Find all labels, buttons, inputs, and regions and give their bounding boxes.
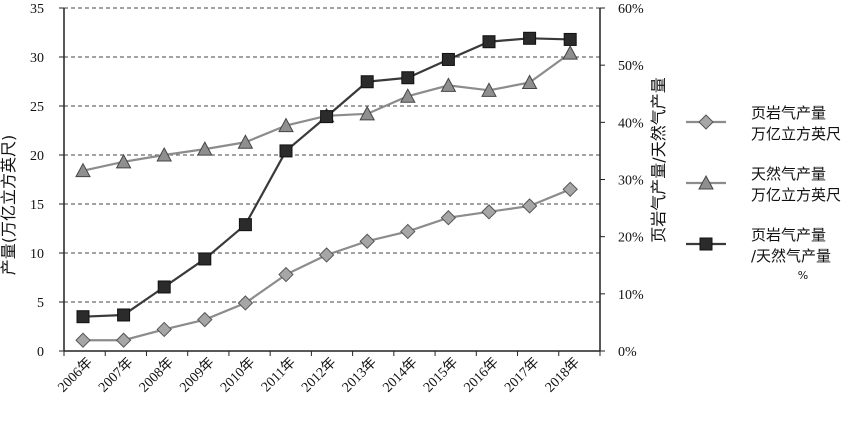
left-tick-label: 15	[30, 198, 44, 213]
x-tick-label: 2013年	[339, 355, 380, 396]
square-marker	[238, 218, 252, 232]
x-tick-label: 2007年	[95, 355, 136, 396]
legend-label: /天然气产量	[751, 247, 831, 265]
triangle-marker	[196, 141, 213, 156]
diamond-marker	[156, 321, 172, 338]
diamond-marker	[440, 210, 457, 226]
right-tick-label: 10%	[618, 288, 644, 303]
square-marker	[441, 52, 455, 66]
right-tick-label: 60%	[618, 2, 644, 17]
diamond-marker	[359, 233, 375, 249]
diamond-marker	[521, 198, 538, 214]
legend-label: %	[798, 269, 808, 282]
diamond-marker	[115, 332, 132, 348]
diamond-marker	[278, 266, 294, 283]
triangle-marker	[698, 174, 714, 190]
square-marker	[563, 32, 577, 46]
left-axis-ticks: 0 5 10 15 20 25 30 35	[30, 2, 64, 360]
right-tick-label: 30%	[618, 174, 644, 189]
diamond-marker	[237, 295, 254, 311]
diamond-marker	[481, 204, 497, 220]
diamond-marker	[400, 223, 416, 240]
legend-label: 万亿立方英尺	[751, 186, 841, 204]
left-axis-title: 产量(万亿立方英尺)	[0, 135, 18, 276]
x-tick-label: 2017年	[501, 355, 542, 396]
triangle-marker	[237, 134, 254, 149]
triangle-marker	[115, 153, 132, 169]
diamond-marker	[562, 181, 578, 198]
right-tick-label: 20%	[618, 231, 644, 246]
series-line	[82, 37, 571, 318]
x-tick-label: 2015年	[420, 355, 461, 396]
x-tick-label: 2006年	[55, 355, 96, 396]
triangle-marker	[481, 82, 497, 97]
square-marker	[157, 280, 171, 294]
x-tick-label: 2012年	[298, 355, 339, 396]
left-tick-label: 20	[30, 149, 44, 164]
series-line	[83, 188, 571, 342]
square-marker	[279, 144, 293, 158]
square-marker	[699, 237, 713, 251]
square-marker	[320, 110, 334, 124]
square-marker	[117, 308, 131, 322]
square-marker	[401, 71, 415, 85]
legend-label: 天然气产量	[751, 165, 826, 183]
left-tick-label: 35	[30, 2, 44, 17]
left-tick-label: 25	[30, 100, 44, 115]
triangle-marker	[359, 105, 376, 121]
left-tick-label: 10	[30, 247, 44, 262]
x-axis-ticks: 2006年 2007年 2008年 2009年 2010年 2011年 2012年 2013年…	[55, 351, 601, 396]
legend-label: 页岩气产量	[751, 104, 826, 122]
series-lines	[82, 37, 571, 342]
left-tick-label: 5	[37, 296, 44, 311]
x-tick-label: 2009年	[177, 355, 218, 396]
diamond-marker	[318, 247, 335, 263]
triangle-marker	[440, 77, 457, 92]
legend-label: 万亿立方英尺	[751, 125, 841, 143]
square-marker	[482, 35, 496, 49]
grid-lines	[64, 7, 600, 303]
triangle-marker	[562, 45, 579, 60]
triangle-marker	[399, 88, 416, 103]
square-marker	[198, 252, 212, 266]
x-tick-label: 2018年	[542, 355, 583, 396]
x-tick-label: 2014年	[380, 355, 421, 396]
diamond-marker	[75, 332, 91, 348]
right-axis-ticks: 0% 10% 20% 30% 40% 50% 60%	[600, 2, 644, 360]
right-axis-title: 页岩气产量/天然气产量	[649, 77, 668, 242]
x-tick-label: 2016年	[461, 355, 502, 396]
square-marker	[523, 31, 537, 45]
triangle-marker	[156, 146, 173, 162]
x-tick-label: 2010年	[217, 355, 258, 396]
series-markers	[75, 31, 579, 348]
diamond-marker	[698, 114, 714, 130]
left-tick-label: 0	[37, 345, 44, 360]
legend-label: 页岩气产量	[751, 226, 826, 244]
right-tick-label: 0%	[618, 345, 637, 360]
x-tick-label: 2011年	[258, 355, 299, 396]
x-tick-label: 2008年	[136, 355, 177, 396]
triangle-marker	[521, 74, 538, 89]
square-marker	[360, 75, 374, 89]
right-tick-label: 50%	[618, 59, 644, 74]
right-tick-label: 40%	[618, 116, 644, 131]
left-tick-label: 30	[30, 51, 44, 66]
triangle-marker	[278, 117, 294, 133]
diamond-marker	[197, 311, 213, 328]
square-marker	[76, 310, 90, 324]
triangle-marker	[75, 162, 91, 178]
